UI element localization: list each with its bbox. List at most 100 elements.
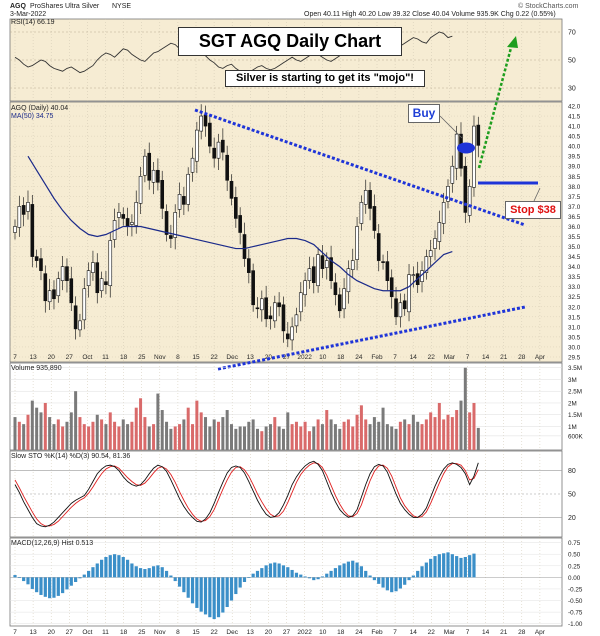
candle-body xyxy=(52,289,56,300)
price-tick-label: 31.0 xyxy=(568,324,581,331)
volume-tick-label: 2M xyxy=(568,400,577,407)
candle-body xyxy=(298,292,303,313)
volume-bar xyxy=(355,414,359,450)
x-tick-label-bottom: Feb xyxy=(371,629,383,636)
candle-body xyxy=(424,256,429,273)
candle-body xyxy=(212,147,216,159)
volume-bar xyxy=(195,400,199,450)
x-tick-label-bottom: 7 xyxy=(466,629,470,636)
price-tick-label: 37.0 xyxy=(568,204,581,211)
price-tick-label: 42.0 xyxy=(568,104,581,111)
volume-bar xyxy=(65,421,69,450)
volume-bar xyxy=(52,424,56,450)
x-tick-label-price: Oct xyxy=(82,354,92,361)
volume-bar xyxy=(234,428,238,450)
candle-body xyxy=(242,234,247,259)
volume-bar xyxy=(82,424,86,450)
candle-body xyxy=(333,282,338,296)
x-tick-label-bottom: 13 xyxy=(29,629,37,636)
volume-bar xyxy=(403,419,407,450)
candle-body xyxy=(359,202,364,224)
macd-hist-bar xyxy=(424,562,428,578)
volume-bar xyxy=(78,417,82,450)
volume-bar xyxy=(217,421,221,450)
candle-body xyxy=(472,125,476,188)
volume-bar xyxy=(255,428,259,450)
macd-hist-bar xyxy=(78,577,82,579)
rsi-tick-label: 50 xyxy=(568,58,576,65)
volume-bar xyxy=(459,400,463,450)
sto-tick-label: 80 xyxy=(568,468,576,475)
macd-hist-bar xyxy=(325,573,329,578)
candle-body xyxy=(104,281,108,286)
x-tick-label-bottom: 27 xyxy=(283,629,291,636)
candle-body xyxy=(381,261,385,263)
macd-hist-bar xyxy=(117,555,121,578)
candle-body xyxy=(467,186,472,216)
candle-body xyxy=(255,307,260,310)
price-tick-label: 29.5 xyxy=(568,354,581,361)
volume-bar xyxy=(74,391,78,450)
volume-bar xyxy=(433,417,437,450)
x-tick-label-bottom: 20 xyxy=(48,629,56,636)
volume-bar xyxy=(394,428,398,450)
macd-hist-bar xyxy=(260,568,264,578)
volume-bar xyxy=(342,421,346,450)
macd-hist-bar xyxy=(242,577,247,582)
candle-body xyxy=(43,273,48,302)
volume-bar xyxy=(39,412,43,450)
volume-bar xyxy=(17,421,21,450)
candle-body xyxy=(143,155,147,176)
x-tick-label-price: Nov xyxy=(154,354,166,361)
macd-hist-bar xyxy=(61,577,65,594)
target-arrow-shaft xyxy=(477,43,514,169)
candle-body xyxy=(337,294,342,312)
macd-hist-bar xyxy=(125,559,130,578)
price-tick-label: 39.0 xyxy=(568,164,581,171)
price-tick-label: 41.5 xyxy=(568,114,581,121)
price-tick-label: 36.0 xyxy=(568,224,581,231)
macd-hist-bar xyxy=(303,576,307,578)
volume-bar xyxy=(472,402,476,450)
macd-hist-bar xyxy=(268,563,273,578)
price-legend: AGQ (Daily) 40.04 xyxy=(11,105,69,112)
x-tick-label-price: 27 xyxy=(283,354,291,361)
x-tick-label-price: 7 xyxy=(393,354,397,361)
stop-annotation: Stop $38 xyxy=(505,201,561,219)
x-tick-label-price: Dec xyxy=(226,354,238,361)
macd-hist-bar xyxy=(203,577,208,615)
volume-bar xyxy=(43,402,47,450)
candle-body xyxy=(342,288,346,310)
candle-body xyxy=(264,297,268,320)
security-name: ProShares Ultra Silver xyxy=(30,3,100,10)
macd-hist-bar xyxy=(234,577,238,595)
macd-hist-bar xyxy=(208,577,212,618)
chart-date: 3-Mar-2022 xyxy=(10,11,47,18)
macd-hist-bar xyxy=(164,570,169,578)
candle-body xyxy=(437,222,442,242)
macd-hist-bar xyxy=(151,566,156,578)
candle-body xyxy=(156,169,160,183)
macd-hist-bar xyxy=(95,563,99,578)
volume-bar xyxy=(182,419,186,450)
volume-bar xyxy=(424,419,428,450)
macd-hist-bar xyxy=(346,561,351,578)
candle-body xyxy=(78,320,82,331)
macd-hist-bar xyxy=(22,577,26,582)
x-tick-label-bottom: 14 xyxy=(482,629,490,636)
candle-body xyxy=(195,129,199,162)
candle-body xyxy=(272,302,277,322)
macd-hist-bar xyxy=(273,562,277,578)
candle-body xyxy=(186,173,190,205)
macd-hist-bar xyxy=(433,556,437,578)
volume-bar xyxy=(351,426,355,450)
candle-body xyxy=(346,268,351,293)
x-tick-label-price: 22 xyxy=(428,354,436,361)
subtitle-annotation: Silver is starting to get its "mojo"! xyxy=(225,70,425,87)
macd-hist-bar xyxy=(65,577,69,590)
candle-body xyxy=(95,262,100,294)
macd-hist-bar xyxy=(186,577,190,598)
volume-tick-label: 1M xyxy=(568,424,577,431)
macd-hist-bar xyxy=(385,577,389,591)
x-tick-label-price: 2022 xyxy=(297,354,312,361)
